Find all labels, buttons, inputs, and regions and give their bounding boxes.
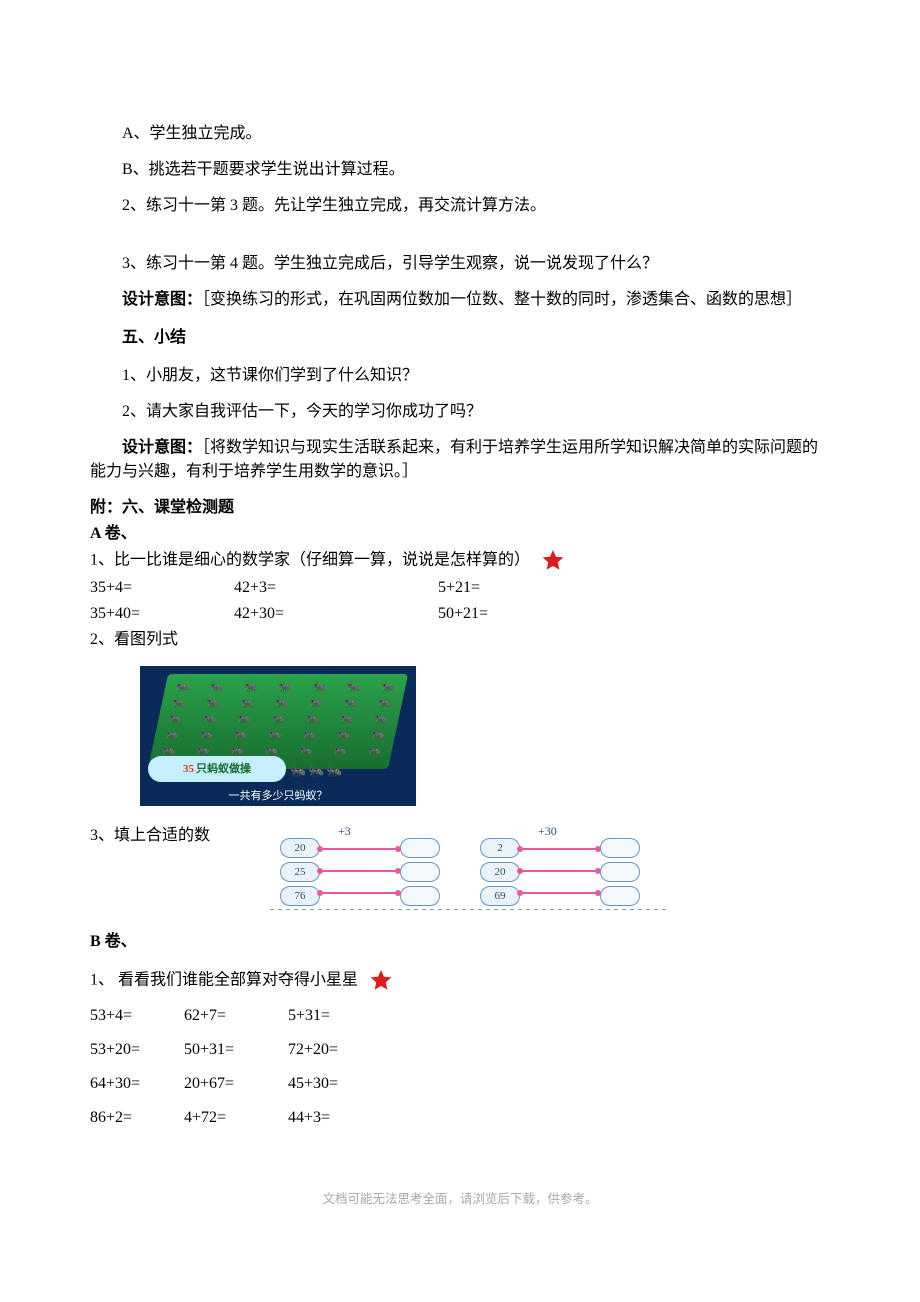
design-text: ［变换练习的形式，在巩固两位数加一位数、整十数的同时，渗透集合、函数的思想］: [202, 291, 802, 308]
line-a: A、学生独立完成。: [90, 122, 830, 146]
section-5-title: 五、小结: [90, 326, 830, 350]
b1-label: 1、 看看我们谁能全部算对夺得小星星: [90, 972, 358, 989]
pill-empty: [600, 886, 640, 906]
op-label-right: +30: [538, 822, 557, 840]
design-intent-1: 设计意图：［变换练习的形式，在巩固两位数加一位数、整十数的同时，渗透集合、函数的…: [90, 288, 830, 312]
s5-line-1: 1、小朋友，这节课你们学到了什么知识？: [90, 364, 830, 388]
calc-cell: 44+3=: [288, 1106, 388, 1130]
calc-cell: 50+21=: [438, 602, 598, 626]
a1-row2: 35+40= 42+30= 50+21=: [90, 602, 830, 626]
star-icon: [368, 968, 394, 994]
calc-cell: 53+20=: [90, 1038, 180, 1062]
calc-cell: 4+72=: [184, 1106, 284, 1130]
wires: [320, 846, 398, 900]
calc-cell: 64+30=: [90, 1072, 180, 1096]
b1-row: 1、 看看我们谁能全部算对夺得小星星: [90, 968, 830, 994]
a1-row1: 35+4= 42+3= 5+21=: [90, 576, 830, 600]
ant-cloud: 35 只蚂蚁做操: [152, 756, 282, 782]
calc-cell: 35+4=: [90, 576, 230, 600]
design-label-2: 设计意图：: [122, 439, 202, 456]
star-icon: [540, 548, 566, 574]
ant-cloud-text: 只蚂蚁做操: [196, 761, 251, 778]
appendix-title: 附：六、课堂检测题: [90, 496, 830, 520]
line-3: 3、练习十一第 4 题。学生独立完成后，引导学生观察，说一说发现了什么？: [90, 252, 830, 276]
design-label: 设计意图：: [122, 291, 202, 308]
ant-stage: 🐜🐜🐜🐜🐜🐜🐜 🐜🐜🐜🐜🐜🐜🐜 🐜🐜🐜🐜🐜🐜🐜 🐜🐜🐜🐜🐜🐜🐜 🐜🐜🐜🐜🐜🐜🐜: [148, 674, 408, 769]
pill: 20: [280, 838, 320, 858]
b-row-1: 53+4= 62+7= 5+31=: [90, 1004, 830, 1028]
s5-line-2: 2、请大家自我评估一下，今天的学习你成功了吗？: [90, 400, 830, 424]
paper-b-title: B 卷、: [90, 930, 830, 954]
b-row-2: 53+20= 50+31= 72+20=: [90, 1038, 830, 1062]
pill: 69: [480, 886, 520, 906]
ant-figure: 🐜🐜🐜🐜🐜🐜🐜 🐜🐜🐜🐜🐜🐜🐜 🐜🐜🐜🐜🐜🐜🐜 🐜🐜🐜🐜🐜🐜🐜 🐜🐜🐜🐜🐜🐜🐜 …: [140, 666, 416, 806]
page-footer: 文档可能无法思考全面，请浏览后下载，供参考。: [90, 1190, 830, 1209]
pill-empty: [600, 862, 640, 882]
a1-row: 1、比一比谁是细心的数学家（仔细算一算，说说是怎样算的）: [90, 548, 830, 574]
pill-empty: [400, 886, 440, 906]
calc-cell: 45+30=: [288, 1072, 388, 1096]
fd-right: +30 2 20 69: [480, 824, 650, 902]
a3-label: 3、填上合适的数: [90, 820, 270, 848]
calc-cell: 42+30=: [234, 602, 434, 626]
pill: 25: [280, 862, 320, 882]
calc-cell: 42+3=: [234, 576, 434, 600]
pill: 76: [280, 886, 320, 906]
fill-diagram: +3 20 25 76 +30: [270, 820, 670, 910]
paper-a-title: A 卷、: [90, 522, 830, 546]
calc-cell: 53+4=: [90, 1004, 180, 1028]
a1-label: 1、比一比谁是细心的数学家（仔细算一算，说说是怎样算的）: [90, 552, 530, 569]
ant-cloud-num: 35: [183, 761, 194, 778]
line-2: 2、练习十一第 3 题。先让学生独立完成，再交流计算方法。: [90, 194, 830, 218]
calc-cell: 5+21=: [438, 576, 598, 600]
pill-empty: [400, 838, 440, 858]
document-page: A、学生独立完成。 B、挑选若干题要求学生说出计算过程。 2、练习十一第 3 题…: [0, 0, 920, 1249]
line-b: B、挑选若干题要求学生说出计算过程。: [90, 158, 830, 182]
pill-empty: [400, 862, 440, 882]
wires: [520, 846, 598, 900]
ant-extra: 🐜🐜🐜: [290, 761, 345, 781]
calc-cell: 62+7=: [184, 1004, 284, 1028]
a2-label: 2、看图列式: [90, 628, 830, 652]
calc-cell: 86+2=: [90, 1106, 180, 1130]
calc-cell: 50+31=: [184, 1038, 284, 1062]
pill-empty: [600, 838, 640, 858]
ant-caption: 一共有多少只蚂蚁？: [140, 788, 416, 805]
b-row-3: 64+30= 20+67= 45+30=: [90, 1072, 830, 1096]
b-row-4: 86+2= 4+72= 44+3=: [90, 1106, 830, 1130]
a3-row: 3、填上合适的数 +3 20 25 76: [90, 820, 830, 910]
calc-cell: 20+67=: [184, 1072, 284, 1096]
fd-left: +3 20 25 76: [280, 824, 450, 902]
design-intent-2: 设计意图：［将数学知识与现实生活联系起来，有利于培养学生运用所学知识解决简单的实…: [90, 436, 830, 484]
calc-cell: 35+40=: [90, 602, 230, 626]
pill: 20: [480, 862, 520, 882]
calc-cell: 5+31=: [288, 1004, 388, 1028]
pill: 2: [480, 838, 520, 858]
calc-cell: 72+20=: [288, 1038, 388, 1062]
op-label-left: +3: [338, 822, 351, 840]
